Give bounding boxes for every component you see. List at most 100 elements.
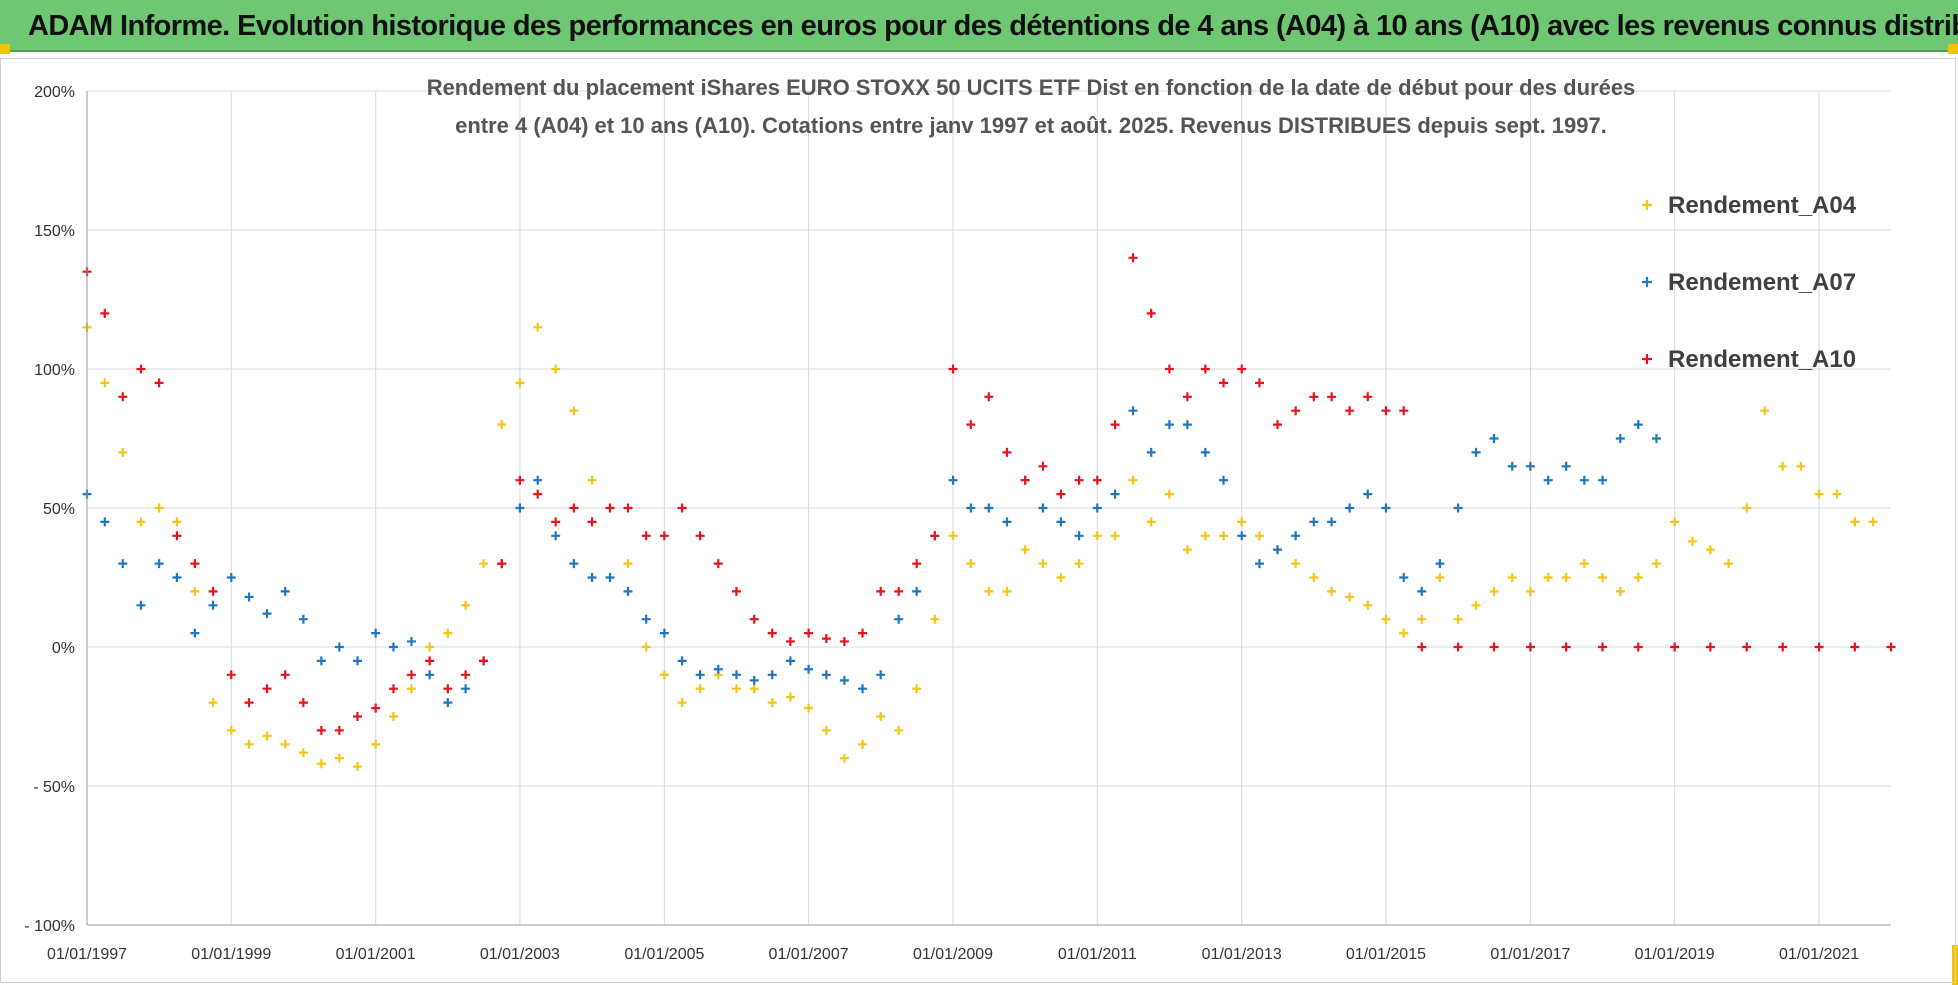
data-point <box>443 628 453 638</box>
data-point <box>1110 420 1120 430</box>
data-point <box>731 684 741 694</box>
data-point <box>1237 531 1247 541</box>
data-point <box>876 712 886 721</box>
data-point <box>984 586 994 596</box>
data-point <box>966 559 976 569</box>
data-point <box>1615 586 1625 596</box>
data-point <box>1543 475 1553 485</box>
data-point <box>1832 489 1842 499</box>
data-point <box>1453 503 1463 513</box>
data-point <box>1742 642 1752 652</box>
data-point <box>821 634 831 644</box>
data-point <box>1705 642 1715 652</box>
data-point <box>1038 559 1048 569</box>
data-point <box>587 475 597 485</box>
data-point <box>1219 475 1229 485</box>
x-tick-label: 01/01/2017 <box>1490 946 1570 963</box>
data-point <box>1850 517 1860 527</box>
data-point <box>1598 475 1608 485</box>
data-point <box>767 698 777 708</box>
data-point <box>839 636 849 646</box>
series-rendement-a04 <box>82 322 1878 772</box>
data-point <box>172 531 182 541</box>
data-point <box>371 739 381 749</box>
data-point <box>1074 475 1084 485</box>
data-point <box>966 503 976 513</box>
data-point <box>371 703 381 713</box>
data-point <box>1598 573 1608 582</box>
data-point <box>1327 517 1337 527</box>
legend-label: Rendement_A07 <box>1668 269 1856 296</box>
x-tick-label: 01/01/2013 <box>1202 946 1282 963</box>
data-point <box>280 670 290 680</box>
data-point <box>154 559 164 569</box>
data-point <box>641 531 651 541</box>
data-point <box>804 703 814 713</box>
legend-label: Rendement_A10 <box>1668 346 1856 373</box>
data-point <box>497 420 507 430</box>
data-point <box>1020 475 1030 485</box>
data-point <box>1399 406 1409 416</box>
data-point <box>1471 447 1481 457</box>
y-tick-label: 50% <box>43 501 75 518</box>
data-point <box>1579 559 1589 569</box>
data-point <box>1705 545 1715 555</box>
data-point <box>298 698 308 708</box>
data-point <box>1525 461 1535 471</box>
data-point <box>1110 489 1120 499</box>
data-point <box>1435 559 1445 569</box>
data-point <box>1633 420 1643 430</box>
data-point <box>1363 489 1373 499</box>
x-tick-label: 01/01/1997 <box>47 946 127 963</box>
data-point <box>244 592 254 602</box>
data-point <box>1525 642 1535 652</box>
data-point <box>551 517 561 527</box>
data-point <box>605 503 615 513</box>
data-point <box>1598 642 1608 652</box>
data-point <box>1868 517 1878 527</box>
data-point <box>1399 573 1409 582</box>
data-point <box>533 489 543 499</box>
data-point <box>1760 406 1770 416</box>
data-point <box>388 712 398 721</box>
legend-marker <box>1642 277 1652 287</box>
data-point <box>984 392 994 402</box>
y-tick-label: 150% <box>34 223 75 240</box>
data-point <box>1814 489 1824 499</box>
data-point <box>1579 475 1589 485</box>
data-point <box>1056 573 1066 582</box>
data-point <box>984 503 994 513</box>
data-point <box>1309 573 1319 582</box>
data-point <box>1345 592 1355 602</box>
data-point <box>1255 378 1264 388</box>
x-tick-label: 01/01/2009 <box>913 946 993 963</box>
data-point <box>659 628 669 638</box>
report-title: ADAM Informe. Evolution historique des p… <box>28 10 1958 42</box>
data-point <box>461 600 471 610</box>
data-point <box>172 573 182 582</box>
data-point <box>641 642 651 652</box>
data-point <box>226 573 236 582</box>
data-point <box>1778 642 1788 652</box>
data-point <box>515 503 525 513</box>
data-point <box>1164 489 1174 499</box>
data-point <box>677 656 687 666</box>
data-point <box>894 725 904 735</box>
y-tick-label: - 50% <box>33 779 75 796</box>
data-point <box>1363 600 1373 610</box>
axis-layer: 200% 150% 100% 50% 0% - 50% - 100% 01/01/1997 01… <box>24 84 1891 963</box>
data-point <box>1056 517 1066 527</box>
data-point <box>118 559 128 569</box>
data-point <box>1345 503 1355 513</box>
data-point <box>1092 531 1102 541</box>
data-point <box>425 642 435 652</box>
x-tick-label: 01/01/2005 <box>624 946 704 963</box>
data-point <box>443 684 453 694</box>
data-point <box>1417 614 1427 624</box>
data-point <box>262 684 272 694</box>
data-point <box>1561 461 1571 471</box>
data-point <box>767 628 777 638</box>
data-point <box>876 586 886 596</box>
data-point <box>1038 503 1048 513</box>
series-layer <box>82 253 1896 772</box>
